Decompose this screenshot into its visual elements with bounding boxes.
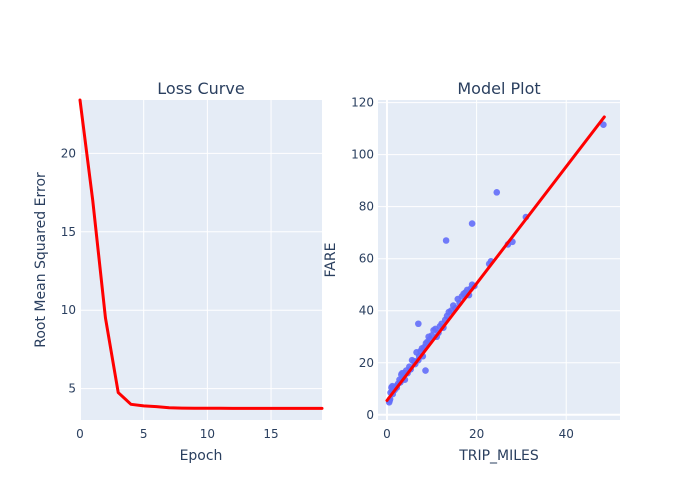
loss-y-tick-label: 5 [68, 382, 76, 396]
model-x-tick-label: 20 [469, 427, 484, 441]
loss-y-axis-label: Root Mean Squared Error [33, 172, 49, 348]
model-y-tick-label: 20 [359, 356, 374, 370]
loss-curve-plot: 0 5 10 15 5 10 15 20 Loss Curve Epoch Root Mean… [33, 79, 324, 464]
model-gridlines [378, 100, 620, 420]
data-point [600, 121, 607, 129]
loss-tick-labels: 0 5 10 15 5 10 15 20 [61, 146, 279, 441]
model-plot: 0 20 40 0 20 40 60 80 100 120 Model Plot TRIP_MIL… [323, 79, 620, 464]
data-point [442, 237, 450, 244]
model-y-tick-label: 100 [351, 148, 374, 162]
model-x-axis-label: TRIP_MILES [458, 448, 539, 464]
loss-chart-title: Loss Curve [157, 79, 244, 98]
model-y-tick-label: 0 [366, 408, 374, 422]
model-y-tick-label: 120 [351, 96, 374, 110]
model-x-tick-label: 40 [559, 427, 574, 441]
data-point [422, 367, 429, 374]
loss-x-axis-label: Epoch [180, 448, 223, 464]
loss-y-tick-label: 20 [61, 146, 76, 160]
loss-y-tick-label: 10 [61, 303, 76, 317]
data-point [468, 220, 476, 227]
model-series-line [385, 115, 606, 402]
loss-y-tick-label: 15 [61, 225, 76, 239]
loss-series-line [78, 98, 324, 410]
loss-x-tick-label: 5 [140, 427, 148, 441]
model-y-tick-label: 40 [359, 304, 374, 318]
loss-x-tick-label: 0 [76, 427, 84, 441]
loss-plot-area [80, 100, 322, 420]
model-x-tick-label: 0 [383, 427, 391, 441]
model-tick-labels: 0 20 40 0 20 40 60 80 100 120 [351, 96, 574, 441]
model-y-tick-label: 60 [359, 252, 374, 266]
model-chart-title: Model Plot [457, 79, 540, 98]
loss-gridlines [79, 100, 322, 420]
data-point [389, 382, 396, 390]
loss-x-tick-label: 15 [263, 427, 278, 441]
data-point [493, 189, 501, 196]
data-point [398, 369, 406, 377]
model-y-tick-label: 80 [359, 200, 374, 214]
loss-series [78, 98, 324, 410]
loss-x-tick-label: 10 [200, 427, 215, 441]
model-fit-line [385, 115, 606, 402]
data-point [415, 320, 422, 328]
model-plot-area [378, 100, 620, 420]
model-y-axis-label: FARE [323, 243, 339, 278]
